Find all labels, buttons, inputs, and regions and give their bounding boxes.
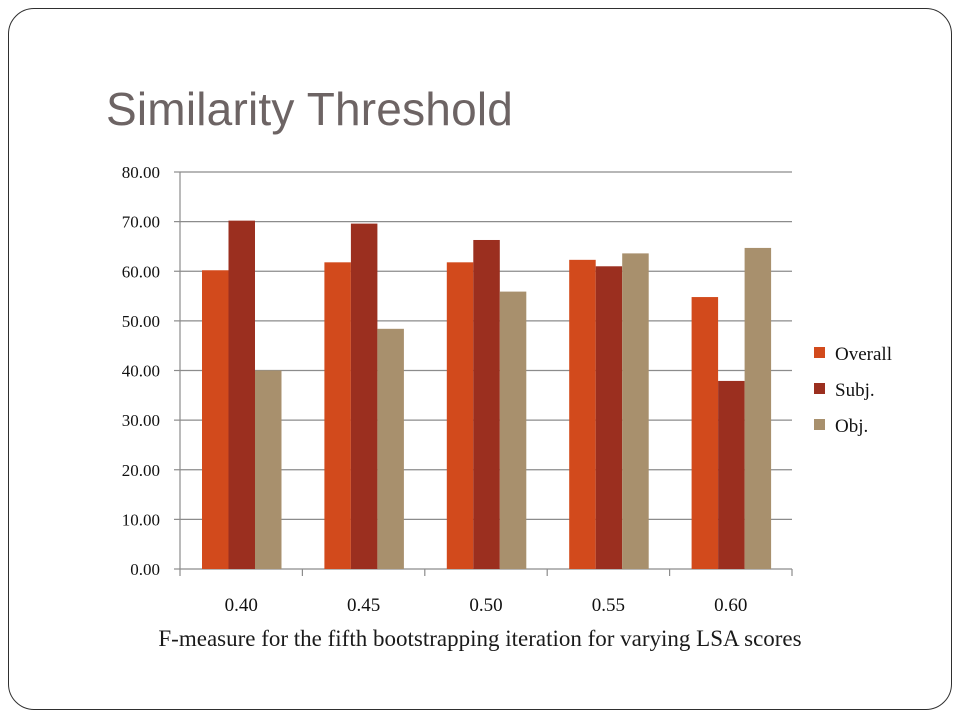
bar-subj-0.40 xyxy=(228,220,255,569)
y-tick-label: 20.00 xyxy=(122,461,160,480)
x-tick-label: 0.50 xyxy=(469,595,502,616)
bar-subj-0.50 xyxy=(473,239,500,569)
y-tick-label: 0.00 xyxy=(130,560,160,579)
chart-caption: F-measure for the fifth bootstrapping it… xyxy=(158,626,802,651)
y-axis-ticks: 0.00 10.00 20.00 30.00 40.00 50.00 60.00 70.00 8… xyxy=(122,163,160,579)
y-tick-label: 60.00 xyxy=(122,262,160,281)
bar-obj-0.60 xyxy=(744,247,772,569)
bar-subj-0.60 xyxy=(718,380,745,569)
bar-overall-0.55 xyxy=(569,259,596,569)
slide-title: Similarity Threshold xyxy=(106,83,514,135)
legend: Overall Subj. Obj. xyxy=(814,344,892,437)
y-tick-label: 80.00 xyxy=(122,163,160,182)
bar-overall-0.45 xyxy=(324,262,351,569)
x-tick-label: 0.45 xyxy=(347,595,380,616)
legend-label: Subj. xyxy=(835,380,875,401)
bars xyxy=(202,220,772,570)
legend-label: Obj. xyxy=(835,416,868,437)
bar-obj-0.55 xyxy=(622,253,649,569)
x-axis-ticks: 0.40 0.45 0.50 0.55 0.60 xyxy=(225,595,748,616)
bar-subj-0.55 xyxy=(595,266,623,569)
y-tick-label: 40.00 xyxy=(122,362,160,381)
x-tick-label: 0.60 xyxy=(714,595,747,616)
legend-swatch xyxy=(814,347,825,358)
y-tick-label: 50.00 xyxy=(122,312,160,331)
y-tick-label: 10.00 xyxy=(122,510,160,529)
y-tick-label: 30.00 xyxy=(122,411,160,430)
bar-overall-0.60 xyxy=(691,297,719,569)
bar-obj-0.50 xyxy=(499,291,527,569)
y-tick-label: 70.00 xyxy=(122,213,160,232)
bar-subj-0.45 xyxy=(350,223,378,570)
bar-obj-0.45 xyxy=(377,328,404,569)
legend-swatch xyxy=(814,419,825,430)
bar-overall-0.40 xyxy=(202,270,229,569)
x-tick-label: 0.55 xyxy=(592,595,625,616)
legend-label: Overall xyxy=(835,344,892,365)
legend-swatch xyxy=(814,383,825,394)
bar-overall-0.50 xyxy=(446,262,474,569)
x-tick-label: 0.40 xyxy=(225,595,258,616)
bar-obj-0.40 xyxy=(255,370,282,569)
